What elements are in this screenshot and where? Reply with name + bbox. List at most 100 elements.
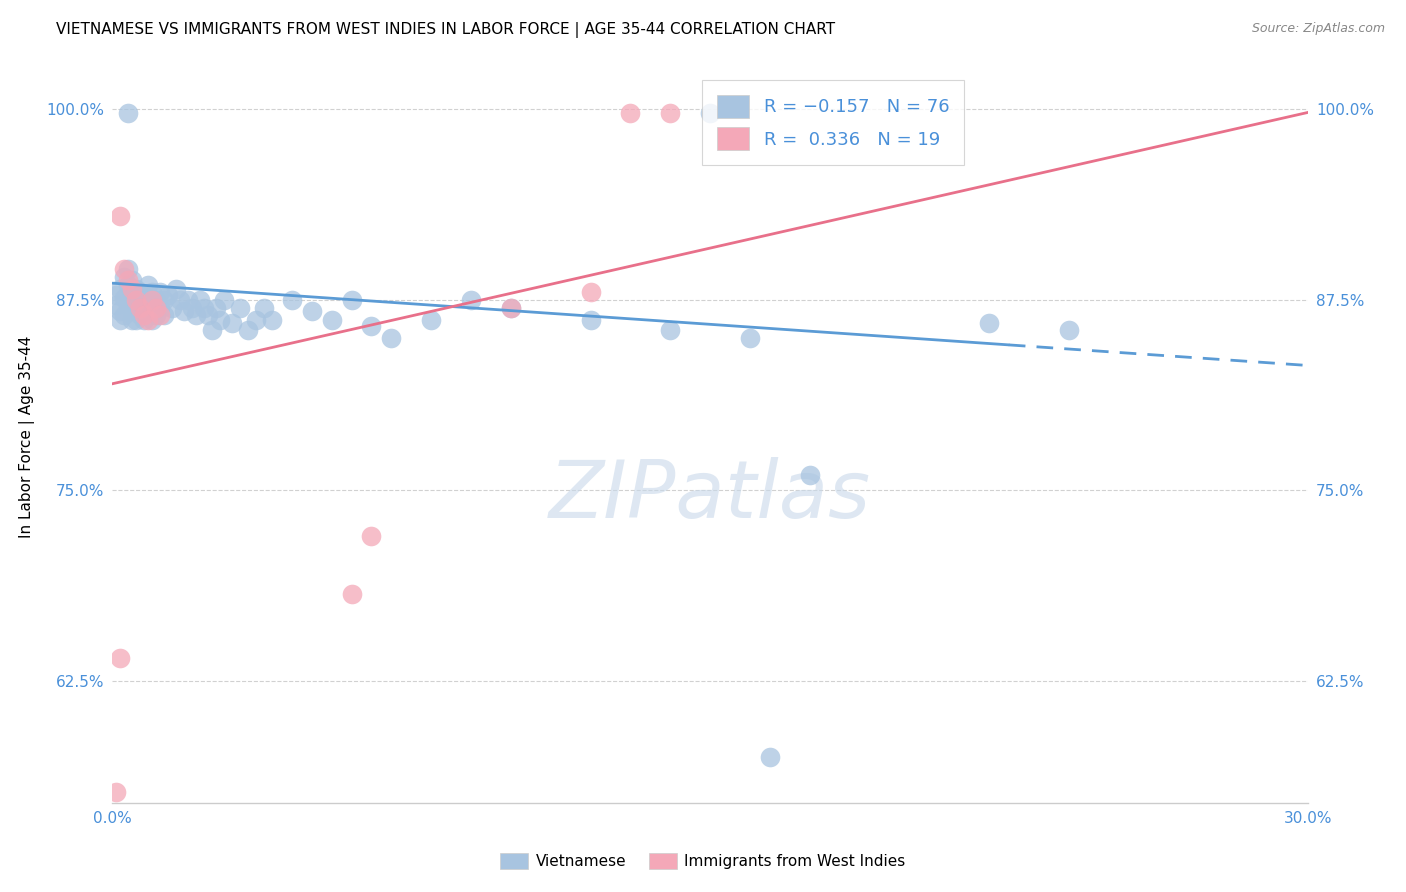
Point xyxy=(229,301,252,315)
Point xyxy=(141,312,163,326)
Point xyxy=(138,277,160,292)
Point xyxy=(141,293,163,307)
Legend: R = −0.157   N = 76, R =  0.336   N = 19: R = −0.157 N = 76, R = 0.336 N = 19 xyxy=(703,80,965,165)
Point xyxy=(659,105,682,120)
Point xyxy=(105,785,128,799)
Point xyxy=(138,303,160,318)
Point xyxy=(188,293,211,307)
Point xyxy=(138,312,160,326)
Point xyxy=(117,277,139,292)
Point xyxy=(212,293,235,307)
Point xyxy=(1057,323,1080,337)
Point xyxy=(121,301,143,315)
Point xyxy=(165,282,187,296)
Point xyxy=(699,105,721,120)
Point xyxy=(114,308,135,322)
Point xyxy=(145,308,167,322)
Point xyxy=(149,301,172,315)
Point xyxy=(260,312,283,326)
Point xyxy=(117,297,139,311)
Point xyxy=(141,297,163,311)
Legend: Vietnamese, Immigrants from West Indies: Vietnamese, Immigrants from West Indies xyxy=(495,847,911,875)
Point xyxy=(129,285,152,300)
Point xyxy=(117,273,139,287)
Point xyxy=(197,308,219,322)
Point xyxy=(125,282,148,296)
Point xyxy=(759,750,782,764)
Point xyxy=(236,323,259,337)
Y-axis label: In Labor Force | Age 35-44: In Labor Force | Age 35-44 xyxy=(20,336,35,538)
Point xyxy=(281,293,304,307)
Point xyxy=(579,285,602,300)
Point xyxy=(110,312,132,326)
Point xyxy=(105,288,128,302)
Point xyxy=(301,303,323,318)
Point xyxy=(380,331,402,345)
Point xyxy=(121,273,143,287)
Point xyxy=(138,293,160,307)
Point xyxy=(253,301,276,315)
Point xyxy=(157,288,180,302)
Text: Source: ZipAtlas.com: Source: ZipAtlas.com xyxy=(1251,22,1385,36)
Point xyxy=(977,316,1000,330)
Point xyxy=(181,301,204,315)
Point xyxy=(738,331,761,345)
Point xyxy=(117,105,139,120)
Point xyxy=(186,308,208,322)
Point xyxy=(499,301,522,315)
Point xyxy=(125,301,148,315)
Point xyxy=(121,288,143,302)
Point xyxy=(105,297,128,311)
Point xyxy=(659,323,682,337)
Point xyxy=(110,651,132,665)
Point xyxy=(149,308,172,322)
Point xyxy=(121,312,143,326)
Text: VIETNAMESE VS IMMIGRANTS FROM WEST INDIES IN LABOR FORCE | AGE 35-44 CORRELATION: VIETNAMESE VS IMMIGRANTS FROM WEST INDIE… xyxy=(56,22,835,38)
Point xyxy=(340,587,363,601)
Point xyxy=(321,312,343,326)
Point xyxy=(205,301,228,315)
Point xyxy=(134,301,156,315)
Point xyxy=(420,312,443,326)
Point xyxy=(169,293,191,307)
Point xyxy=(579,312,602,326)
Point xyxy=(134,312,156,326)
Point xyxy=(460,293,482,307)
Point xyxy=(145,293,167,307)
Point xyxy=(121,282,143,296)
Point xyxy=(114,262,135,277)
Point xyxy=(360,318,382,333)
Point xyxy=(129,308,152,322)
Point xyxy=(173,303,195,318)
Point xyxy=(114,292,135,306)
Point xyxy=(499,301,522,315)
Point xyxy=(125,293,148,307)
Point xyxy=(110,209,132,223)
Point xyxy=(799,468,821,483)
Point xyxy=(221,316,243,330)
Point xyxy=(134,288,156,302)
Text: ZIPatlas: ZIPatlas xyxy=(548,457,872,534)
Point xyxy=(129,297,152,311)
Point xyxy=(145,301,167,315)
Point xyxy=(360,529,382,543)
Point xyxy=(162,301,183,315)
Point xyxy=(209,312,232,326)
Point xyxy=(114,270,135,285)
Point xyxy=(134,308,156,322)
Point xyxy=(141,285,163,300)
Point xyxy=(245,312,267,326)
Point xyxy=(201,323,224,337)
Point xyxy=(125,312,148,326)
Point xyxy=(619,105,641,120)
Point xyxy=(340,293,363,307)
Point xyxy=(177,293,200,307)
Point xyxy=(153,293,176,307)
Point xyxy=(110,303,132,318)
Point xyxy=(149,285,172,300)
Point xyxy=(125,293,148,307)
Point xyxy=(110,282,132,296)
Point xyxy=(193,301,215,315)
Point xyxy=(129,301,152,315)
Point xyxy=(153,308,176,322)
